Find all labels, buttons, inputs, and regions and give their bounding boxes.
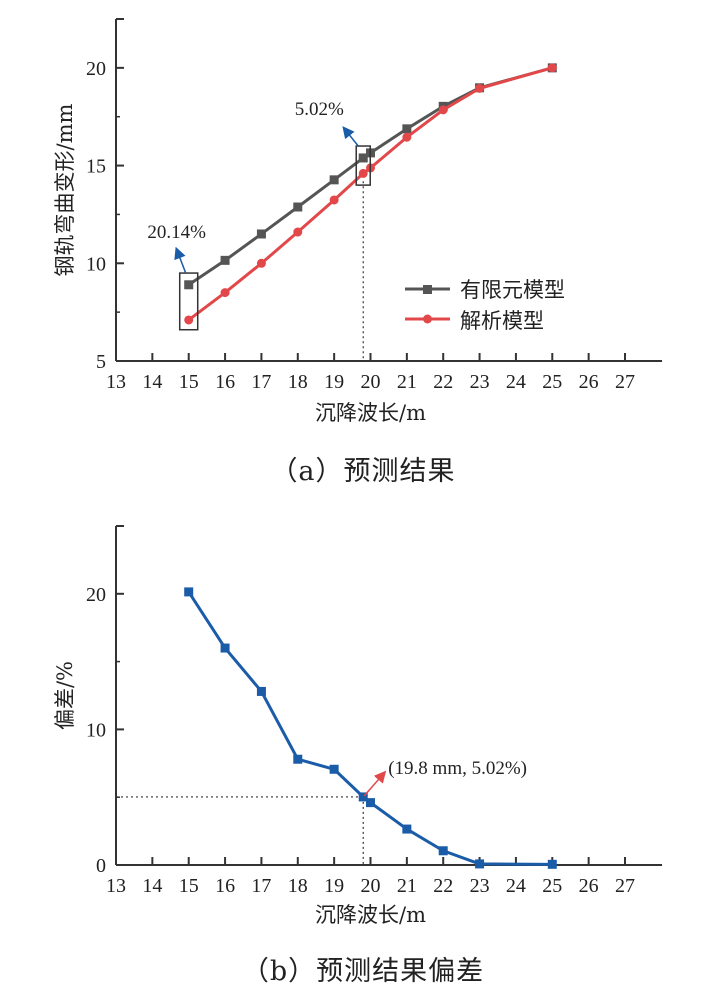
y-tick-label: 0 bbox=[96, 855, 106, 877]
chart-panel-a bbox=[115, 18, 662, 362]
y-tick-label: 15 bbox=[86, 156, 106, 178]
y-axis-title: 偏差/% bbox=[53, 661, 77, 730]
x-tick-label: 16 bbox=[215, 875, 235, 897]
x-tick-label: 20 bbox=[361, 875, 381, 897]
legend-marker-square bbox=[423, 285, 432, 294]
annotation-arrow bbox=[174, 246, 187, 274]
x-axis-title: 沉降波长/m bbox=[315, 401, 426, 425]
annotation-label: (19.8 mm, 5.02%) bbox=[388, 758, 527, 779]
annotation-label: 20.14% bbox=[147, 222, 206, 243]
x-tick-label: 19 bbox=[324, 875, 344, 897]
x-tick-label: 22 bbox=[433, 875, 453, 897]
x-tick-label: 15 bbox=[179, 371, 199, 393]
x-tick-label: 27 bbox=[615, 875, 635, 897]
data-point bbox=[184, 315, 194, 325]
data-point bbox=[293, 227, 303, 237]
data-point bbox=[293, 202, 303, 212]
data-point bbox=[358, 153, 368, 163]
data-point bbox=[329, 764, 339, 774]
chart-caption: （b）预测结果偏差 bbox=[242, 956, 484, 987]
data-point bbox=[438, 846, 448, 856]
data-point bbox=[256, 229, 266, 239]
y-axis-title: 钢轨弯曲变形/mm bbox=[53, 103, 77, 276]
x-tick-label: 14 bbox=[142, 875, 162, 897]
highlight-box bbox=[178, 272, 199, 331]
data-point bbox=[475, 859, 485, 869]
x-tick-label: 20 bbox=[361, 371, 381, 393]
chart-caption: （a）预测结果 bbox=[270, 456, 455, 487]
legend-marker-circle bbox=[423, 314, 432, 324]
x-tick-label: 18 bbox=[288, 371, 308, 393]
data-point bbox=[329, 175, 339, 185]
x-tick-label: 21 bbox=[397, 371, 417, 393]
data-point bbox=[293, 754, 303, 764]
annotation-label: 5.02% bbox=[295, 99, 344, 120]
x-tick-label: 19 bbox=[324, 371, 344, 393]
legend-label: 有限元模型 bbox=[460, 278, 565, 302]
data-point bbox=[220, 255, 230, 265]
x-tick-label: 26 bbox=[579, 875, 599, 897]
data-point bbox=[329, 195, 339, 205]
highlight-box bbox=[355, 145, 371, 186]
data-point bbox=[184, 280, 194, 290]
x-tick-label: 22 bbox=[433, 371, 453, 393]
x-tick-label: 18 bbox=[288, 875, 308, 897]
legend-label: 解析模型 bbox=[460, 309, 544, 333]
data-point bbox=[402, 124, 412, 134]
y-tick-label: 20 bbox=[86, 58, 106, 80]
x-tick-label: 25 bbox=[542, 371, 562, 393]
x-tick-label: 27 bbox=[615, 371, 635, 393]
x-tick-label: 23 bbox=[470, 875, 490, 897]
legend bbox=[405, 285, 450, 324]
data-point bbox=[358, 168, 368, 178]
data-point bbox=[402, 132, 412, 142]
x-tick-label: 25 bbox=[542, 875, 562, 897]
data-point bbox=[475, 83, 485, 93]
data-point bbox=[256, 258, 266, 268]
x-tick-label: 26 bbox=[579, 371, 599, 393]
annotation-arrow bbox=[342, 126, 359, 147]
x-tick-label: 24 bbox=[506, 875, 526, 897]
data-point bbox=[256, 686, 266, 696]
x-tick-label: 13 bbox=[106, 875, 126, 897]
y-tick-label: 20 bbox=[86, 584, 106, 606]
data-point bbox=[184, 587, 194, 597]
x-axis-title: 沉降波长/m bbox=[315, 903, 426, 927]
x-tick-label: 16 bbox=[215, 371, 235, 393]
chart-panel-b bbox=[115, 525, 662, 869]
x-tick-label: 23 bbox=[470, 371, 490, 393]
x-tick-label: 17 bbox=[251, 875, 271, 897]
x-tick-label: 17 bbox=[251, 371, 271, 393]
y-tick-label: 10 bbox=[86, 253, 106, 275]
data-point bbox=[547, 63, 557, 73]
series-line-0 bbox=[187, 591, 553, 866]
data-point bbox=[402, 824, 412, 834]
x-tick-label: 15 bbox=[179, 875, 199, 897]
data-point bbox=[220, 288, 230, 298]
data-point bbox=[358, 792, 368, 802]
x-tick-label: 14 bbox=[142, 371, 162, 393]
data-point bbox=[547, 859, 557, 869]
data-point bbox=[220, 643, 230, 653]
x-tick-label: 24 bbox=[506, 371, 526, 393]
data-point bbox=[438, 105, 448, 115]
x-tick-label: 21 bbox=[397, 875, 417, 897]
y-tick-label: 10 bbox=[86, 719, 106, 741]
data-point bbox=[366, 798, 375, 808]
x-tick-label: 13 bbox=[106, 371, 126, 393]
annotation-arrow bbox=[363, 770, 387, 797]
y-tick-label: 5 bbox=[96, 351, 106, 373]
